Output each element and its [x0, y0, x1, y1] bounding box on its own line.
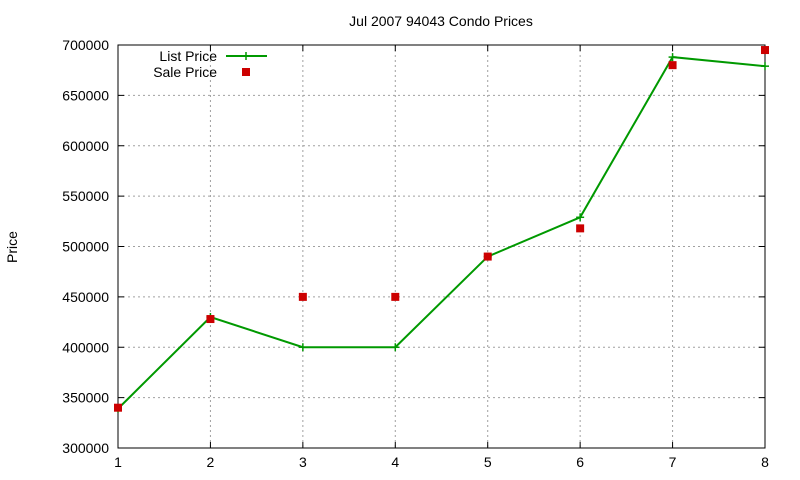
- legend-item: Sale Price: [153, 64, 250, 80]
- y-tick-label: 500000: [62, 239, 109, 255]
- series-layer: [114, 46, 769, 413]
- series-line: [117, 56, 766, 410]
- plot-frame: [117, 44, 766, 449]
- y-tick-label: 600000: [62, 138, 109, 154]
- x-tick-label: 6: [576, 454, 584, 470]
- x-tick-label: 2: [207, 454, 215, 470]
- y-tick-label: 700000: [62, 37, 109, 53]
- data-point: [114, 403, 122, 412]
- data-point: [761, 62, 769, 71]
- data-point: [206, 315, 215, 324]
- x-tick-label: 7: [669, 454, 677, 470]
- y-tick-label: 350000: [62, 390, 109, 406]
- axis-ticks: 1 2 3 4 5 6 7 8 300000 350000 400000 450000 500000 55…: [62, 37, 769, 470]
- series-list-price: [114, 53, 769, 413]
- data-point: [668, 53, 677, 62]
- y-tick-label: 550000: [62, 188, 109, 204]
- x-tick-label: 5: [484, 454, 492, 470]
- chart-title: Jul 2007 94043 Condo Prices: [349, 13, 533, 29]
- legend-item: List Price: [159, 48, 267, 64]
- series-sale-price: [114, 46, 769, 412]
- x-tick-label: 8: [761, 454, 769, 470]
- y-tick-label: 300000: [62, 440, 109, 456]
- y-axis-label: Price: [4, 231, 20, 263]
- legend-label: Sale Price: [153, 64, 217, 80]
- grid: [118, 45, 765, 448]
- legend-marker: [242, 52, 250, 60]
- data-point: [668, 61, 677, 70]
- data-point: [576, 213, 585, 222]
- data-point: [576, 224, 585, 233]
- legend-label: List Price: [159, 48, 217, 64]
- data-point: [391, 292, 400, 301]
- legend-marker: [242, 68, 250, 76]
- data-point: [483, 252, 492, 261]
- data-point: [298, 292, 307, 301]
- x-tick-label: 3: [299, 454, 307, 470]
- x-tick-label: 1: [114, 454, 122, 470]
- x-tick-label: 4: [391, 454, 399, 470]
- y-tick-label: 650000: [62, 87, 109, 103]
- y-tick-label: 400000: [62, 339, 109, 355]
- data-point: [298, 343, 307, 352]
- data-point: [761, 46, 769, 55]
- y-tick-label: 450000: [62, 289, 109, 305]
- data-point: [391, 343, 400, 352]
